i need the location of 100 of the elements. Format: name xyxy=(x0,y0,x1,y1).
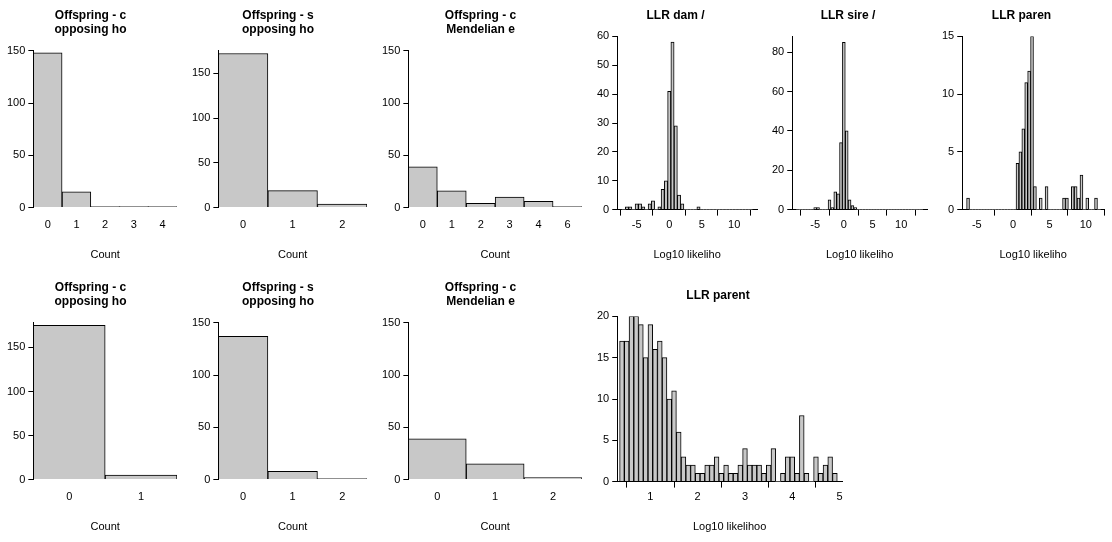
x-tick-label: 1 xyxy=(448,218,455,231)
x-axis-title: Count xyxy=(278,520,308,533)
y-tick-label: 100 xyxy=(191,111,211,124)
x-tick-label: 10 xyxy=(1079,218,1092,231)
chart-title: LLR sire / xyxy=(820,7,876,22)
x-tick-label: 0 xyxy=(66,490,73,503)
y-tick-label: 0 xyxy=(19,472,26,485)
y-tick-label: 5 xyxy=(603,433,610,446)
y-tick-label: 50 xyxy=(388,420,401,433)
y-tick-label: 0 xyxy=(778,202,785,215)
x-axis-title: Log10 likeliho xyxy=(653,248,721,261)
y-tick-label: 10 xyxy=(596,173,610,186)
x-tick-label: 0 xyxy=(419,218,426,231)
chart-title: Offspring - s opposing ho xyxy=(242,7,314,36)
x-tick-label: 1 xyxy=(73,218,80,231)
y-tick-label: 10 xyxy=(941,87,955,100)
x-tick-label: 1 xyxy=(647,490,654,503)
x-tick-label: 0 xyxy=(840,218,847,231)
y-tick-label: 0 xyxy=(204,472,211,485)
x-tick-label: 1 xyxy=(138,490,145,503)
x-tick-label: 5 xyxy=(869,218,876,231)
x-tick-label: -5 xyxy=(631,218,642,231)
y-tick-label: 20 xyxy=(596,309,610,322)
y-tick-label: 50 xyxy=(13,148,26,161)
x-tick-label: 4 xyxy=(789,490,796,503)
chart-title: LLR paren xyxy=(991,7,1052,22)
y-tick-label: 60 xyxy=(596,29,610,42)
x-tick-label: 2 xyxy=(550,490,557,503)
y-tick-label: 100 xyxy=(191,368,211,381)
chart-title: LLR dam / xyxy=(646,7,706,22)
y-tick-label: 150 xyxy=(191,315,211,328)
y-tick-label: 0 xyxy=(19,200,26,213)
y-tick-label: 50 xyxy=(388,148,401,161)
x-tick-label: 0 xyxy=(666,218,673,231)
y-tick-label: 0 xyxy=(204,200,211,213)
y-tick-label: 15 xyxy=(596,350,610,363)
x-axis-title: Count xyxy=(278,248,308,261)
x-tick-label: -5 xyxy=(810,218,821,231)
chart-title: Offspring - s opposing ho xyxy=(242,279,314,308)
x-tick-label: 3 xyxy=(506,218,513,231)
y-tick-label: 0 xyxy=(603,474,610,487)
y-tick-label: 150 xyxy=(191,66,211,79)
x-axis-title: Log10 likelihoo xyxy=(692,520,767,533)
x-tick-label: 2 xyxy=(339,490,346,503)
x-axis-title: Count xyxy=(90,520,120,533)
x-tick-label: 0 xyxy=(44,218,51,231)
y-tick-label: 20 xyxy=(596,144,610,157)
x-tick-label: 2 xyxy=(339,218,346,231)
x-tick-label: 1 xyxy=(492,490,499,503)
y-tick-label: 40 xyxy=(771,123,785,136)
x-tick-label: 4 xyxy=(535,218,542,231)
y-tick-label: 30 xyxy=(596,116,610,129)
chart-title: Offspring - c opposing ho xyxy=(54,7,127,36)
x-axis-title: Count xyxy=(480,248,510,261)
y-tick-label: 15 xyxy=(941,29,955,42)
x-tick-label: 0 xyxy=(240,490,247,503)
y-tick-label: 150 xyxy=(6,43,26,56)
y-tick-label: 150 xyxy=(381,43,401,56)
y-tick-label: 0 xyxy=(394,472,401,485)
y-tick-label: 0 xyxy=(394,200,401,213)
y-tick-label: 5 xyxy=(948,144,955,157)
x-tick-label: 0 xyxy=(434,490,441,503)
y-tick-label: 50 xyxy=(596,58,610,71)
x-tick-label: 4 xyxy=(159,218,166,231)
y-tick-label: 150 xyxy=(381,315,401,328)
y-tick-label: 20 xyxy=(771,163,785,176)
x-tick-label: 2 xyxy=(694,490,701,503)
x-tick-label: 6 xyxy=(564,218,571,231)
x-axis-title: Log10 likeliho xyxy=(825,248,894,261)
y-tick-label: 0 xyxy=(948,202,955,215)
chart-title: Offspring - c Mendelian e xyxy=(444,279,517,308)
x-tick-label: 0 xyxy=(240,218,247,231)
x-tick-label: 1 xyxy=(289,490,296,503)
x-axis-title: Count xyxy=(480,520,510,533)
x-tick-label: 10 xyxy=(895,218,908,231)
chart-title: Offspring - c opposing ho xyxy=(54,279,127,308)
x-tick-label: 3 xyxy=(130,218,137,231)
x-tick-label: 5 xyxy=(1046,218,1053,231)
x-tick-label: 5 xyxy=(698,218,705,231)
y-tick-label: 80 xyxy=(771,45,785,58)
chart-title: LLR parent xyxy=(686,287,750,302)
x-tick-label: 1 xyxy=(289,218,296,231)
x-axis-title: Count xyxy=(90,248,120,261)
x-tick-label: 3 xyxy=(741,490,749,503)
y-tick-label: 150 xyxy=(6,340,26,353)
y-tick-label: 40 xyxy=(596,87,610,100)
y-tick-label: 100 xyxy=(6,384,26,397)
y-tick-label: 0 xyxy=(603,202,610,215)
y-tick-label: 100 xyxy=(381,96,401,109)
x-tick-label: 0 xyxy=(1010,218,1017,231)
y-tick-label: 50 xyxy=(198,420,211,433)
x-axis-title: Log10 likeliho xyxy=(999,248,1067,261)
y-tick-label: 50 xyxy=(13,428,26,441)
y-tick-label: 100 xyxy=(6,96,26,109)
x-tick-label: 10 xyxy=(728,218,741,231)
x-tick-label: 5 xyxy=(836,490,843,503)
x-tick-label: -5 xyxy=(971,218,982,231)
y-tick-label: 50 xyxy=(198,155,211,168)
x-tick-label: 2 xyxy=(102,218,109,231)
y-tick-label: 10 xyxy=(596,392,610,405)
